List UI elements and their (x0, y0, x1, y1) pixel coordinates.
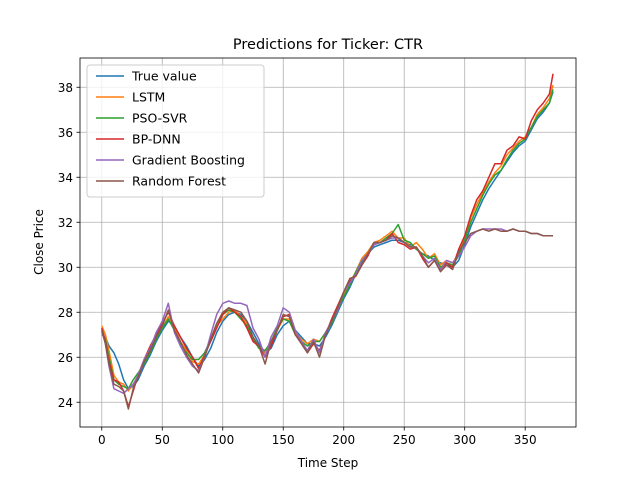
legend-label: Random Forest (132, 174, 226, 189)
x-tick-label: 100 (211, 433, 234, 447)
series-group (101, 73, 554, 410)
legend: True value LSTM PSO-SVR BP-DNN Gradient Boos… (86, 64, 265, 198)
legend-label: LSTM (132, 90, 165, 105)
legend-label: True value (131, 69, 197, 84)
y-tick-label: 36 (58, 126, 73, 140)
x-tick-label: 200 (332, 433, 355, 447)
legend-label: Gradient Boosting (132, 153, 245, 168)
x-tick-label: 50 (155, 433, 170, 447)
y-tick-label: 32 (58, 216, 73, 230)
x-tick-label: 250 (393, 433, 416, 447)
y-tick-label: 26 (58, 351, 73, 365)
x-tick-label: 0 (98, 433, 106, 447)
y-tick-label: 28 (58, 306, 73, 320)
y-tick-label: 24 (58, 396, 73, 410)
axes (79, 57, 577, 428)
y-tick-label: 34 (58, 171, 73, 185)
axes-frame (79, 57, 577, 428)
legend-box (86, 64, 265, 198)
x-tick-label: 150 (272, 433, 295, 447)
y-tick-label: 38 (58, 81, 73, 95)
y-tick-label: 30 (58, 261, 73, 275)
chart-title: Predictions for Ticker: CTR (233, 37, 423, 53)
series-line-pso-svr (101, 89, 554, 390)
x-axis-label: Time Step (297, 456, 359, 470)
ticks: 0 50 100 150 200 250 300 350 24 26 28 30 32 34 36 38 (58, 81, 537, 447)
x-tick-label: 350 (514, 433, 537, 447)
legend-label: BP-DNN (132, 132, 181, 147)
y-axis-label: Close Price (32, 209, 46, 275)
legend-label: PSO-SVR (132, 111, 188, 126)
series-line-random-forest (101, 228, 553, 410)
x-tick-label: 300 (453, 433, 476, 447)
